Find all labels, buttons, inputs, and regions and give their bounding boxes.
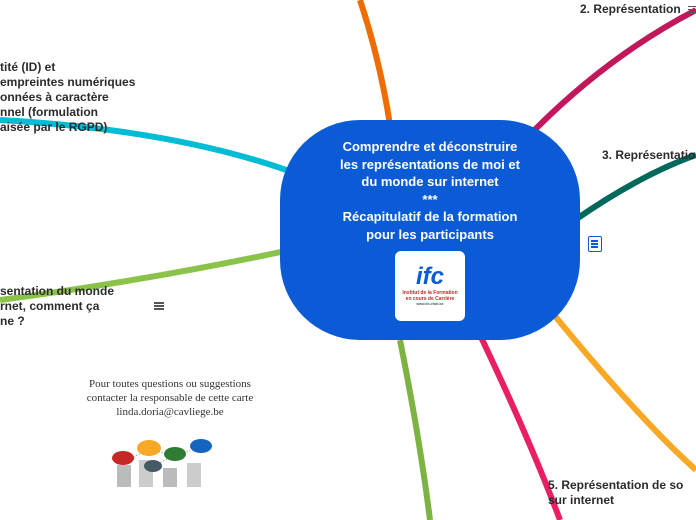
central-topic[interactable]: Comprendre et déconstruire les représent… xyxy=(280,120,580,340)
contact-line: contacter la responsable de cette carte xyxy=(55,392,285,406)
branch-label: 3. Représentation xyxy=(602,148,696,162)
expand-icon[interactable] xyxy=(688,6,696,14)
central-line: les représentations de moi et xyxy=(305,156,555,174)
branch-label: 5. Représentation de sosur internet xyxy=(548,478,683,507)
branch-label: 2. Représentation xyxy=(580,2,681,16)
branch-representation-5[interactable]: 5. Représentation de sosur internet xyxy=(548,478,696,508)
note-icon[interactable] xyxy=(588,236,602,252)
logo-text: ifc xyxy=(416,265,444,289)
central-line: Comprendre et déconstruire xyxy=(305,138,555,156)
central-sep: *** xyxy=(305,191,555,209)
branch-label: sentation du mondernet, comment çane ? xyxy=(0,284,114,328)
contact-email: linda.doria@cavliege.be xyxy=(55,406,285,420)
contact-note: Pour toutes questions ou suggestions con… xyxy=(55,378,285,419)
central-line: pour les participants xyxy=(305,226,555,244)
ifc-logo: ifc Institut de la Formationen cours de … xyxy=(395,251,465,321)
contact-line: Pour toutes questions ou suggestions xyxy=(55,378,285,392)
logo-subtitle: Institut de la Formationen cours de Carr… xyxy=(402,291,457,302)
branch-representation-2[interactable]: 2. Représentation xyxy=(580,2,696,17)
branch-world-representation[interactable]: sentation du mondernet, comment çane ? xyxy=(0,284,150,329)
branch-representation-3[interactable]: 3. Représentation xyxy=(602,148,696,163)
logo-tiny: www.ifc.cfwb.be xyxy=(416,303,443,307)
central-line: Récapitulatif de la formation xyxy=(305,208,555,226)
expand-icon[interactable] xyxy=(154,302,164,310)
central-line: du monde sur internet xyxy=(305,173,555,191)
clouds-icon xyxy=(105,430,225,490)
branch-label: tité (ID) etempreintes numériquesonnées … xyxy=(0,60,135,134)
branch-identity[interactable]: tité (ID) etempreintes numériquesonnées … xyxy=(0,60,150,135)
